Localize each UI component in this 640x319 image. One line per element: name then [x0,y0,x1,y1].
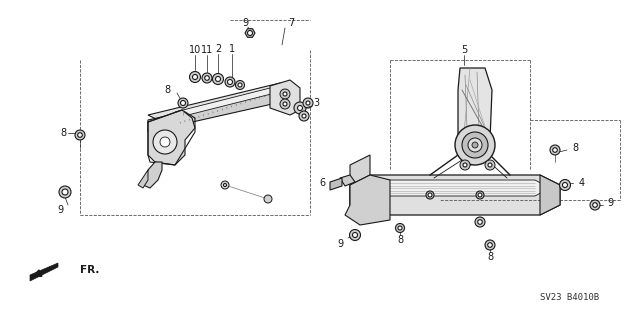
Circle shape [294,102,306,114]
Text: 2: 2 [215,44,221,54]
Circle shape [476,191,484,199]
Circle shape [306,101,310,105]
Text: 8: 8 [572,143,578,153]
Circle shape [264,195,272,203]
Polygon shape [30,263,58,281]
Text: 5: 5 [461,45,467,55]
Text: 3: 3 [313,98,319,108]
Circle shape [153,130,177,154]
Circle shape [248,31,253,35]
Polygon shape [143,162,162,188]
Text: 7: 7 [288,18,294,28]
Polygon shape [540,175,560,215]
Polygon shape [458,68,492,165]
Polygon shape [148,83,290,120]
Text: 10: 10 [189,45,201,55]
Text: 9: 9 [57,205,63,215]
Circle shape [472,142,478,148]
Text: 8: 8 [164,85,170,95]
Circle shape [349,229,360,241]
Circle shape [160,137,170,147]
Text: SV23 B4010B: SV23 B4010B [540,293,600,302]
Circle shape [193,75,198,79]
Circle shape [238,83,242,87]
Circle shape [468,138,482,152]
Circle shape [223,183,227,187]
Polygon shape [270,80,300,115]
Circle shape [488,163,492,167]
Circle shape [212,73,223,85]
Circle shape [550,145,560,155]
Circle shape [180,100,186,106]
Polygon shape [340,175,355,186]
Text: 9: 9 [242,18,248,28]
Circle shape [478,193,482,197]
Polygon shape [345,175,390,225]
Circle shape [428,193,432,197]
Circle shape [59,186,71,198]
Circle shape [485,160,495,170]
Circle shape [460,160,470,170]
Polygon shape [245,29,255,37]
Text: 1: 1 [229,44,235,54]
Circle shape [303,98,313,108]
Circle shape [463,163,467,167]
Circle shape [221,181,229,189]
Circle shape [205,76,209,80]
Circle shape [280,99,290,109]
Circle shape [298,106,303,110]
Text: 9: 9 [337,239,343,249]
Circle shape [62,189,68,195]
Circle shape [553,148,557,152]
Circle shape [75,130,85,140]
Circle shape [77,133,83,137]
Polygon shape [350,185,370,215]
Polygon shape [360,180,550,196]
Circle shape [283,92,287,96]
Circle shape [485,240,495,250]
Circle shape [178,98,188,108]
Polygon shape [148,110,195,165]
Text: 8: 8 [397,235,403,245]
Circle shape [396,224,404,233]
Circle shape [563,182,568,188]
Circle shape [280,89,290,99]
Text: 8: 8 [487,252,493,262]
Text: 9: 9 [607,198,613,208]
Circle shape [302,114,306,118]
Text: 6: 6 [319,178,325,188]
Circle shape [488,243,492,247]
Circle shape [283,102,287,106]
Polygon shape [138,170,148,188]
Circle shape [227,79,232,85]
Text: FR.: FR. [80,265,99,275]
Circle shape [299,111,309,121]
Circle shape [426,191,434,199]
Circle shape [236,80,244,90]
Circle shape [475,217,485,227]
Polygon shape [148,88,290,132]
Circle shape [398,226,402,230]
Polygon shape [350,175,560,215]
Circle shape [189,71,200,83]
Circle shape [455,125,495,165]
Circle shape [225,77,235,87]
Circle shape [353,233,358,238]
Polygon shape [330,178,342,190]
Circle shape [462,132,488,158]
Text: 8: 8 [60,128,66,138]
Circle shape [590,200,600,210]
Circle shape [593,203,597,207]
Circle shape [477,220,483,224]
Circle shape [559,180,570,190]
Polygon shape [350,155,370,185]
Text: 4: 4 [579,178,585,188]
Text: 11: 11 [201,45,213,55]
Circle shape [216,77,221,81]
Polygon shape [175,86,283,117]
Circle shape [202,73,212,83]
